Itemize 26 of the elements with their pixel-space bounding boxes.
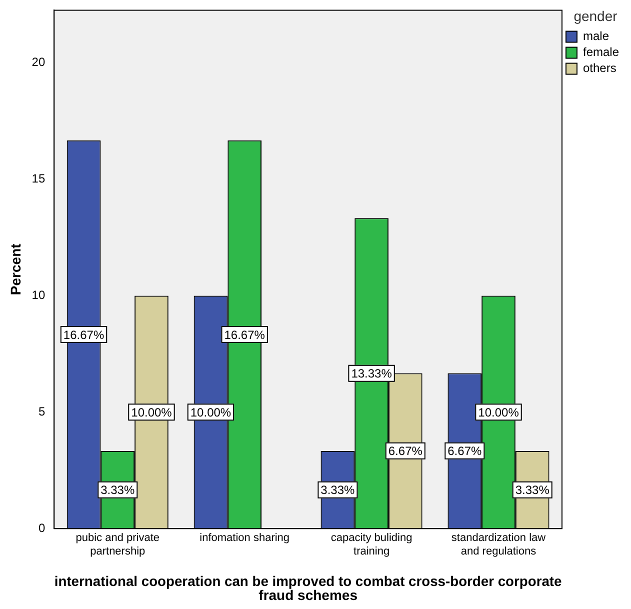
x-axis-title: international cooperation can be improved to combat cross-border corporate fraud schemes (54, 572, 562, 603)
data-label: 6.67% (388, 444, 423, 458)
data-label: 13.33% (351, 366, 392, 381)
x-tick-label: infomation sharing (200, 532, 290, 544)
x-tick-label: capacity buliding training (330, 532, 412, 558)
y-tick-label: 10 (32, 288, 46, 302)
y-tick-label: 5 (38, 404, 46, 418)
legend-title: gender (574, 8, 618, 24)
legend-label: female (582, 45, 620, 60)
data-label: 10.00% (131, 405, 172, 420)
legend-label: male (582, 29, 610, 44)
data-label: 3.33% (515, 483, 550, 498)
x-tick-label: standardization law and regulations (451, 532, 546, 558)
data-label: 16.67% (63, 328, 104, 342)
y-tick-label: 0 (38, 520, 46, 535)
y-tick-label: 20 (32, 55, 46, 70)
data-label: 3.33% (320, 483, 356, 498)
data-label: 10.00% (190, 405, 232, 420)
data-label: 16.67% (224, 328, 266, 342)
data-label: 3.33% (100, 483, 135, 498)
legend-label: others (582, 61, 616, 76)
y-tick-label: 15 (32, 172, 46, 186)
x-tick-label: pubic and private partnership (76, 532, 160, 558)
data-label: 6.67% (448, 444, 482, 458)
data-label: 10.00% (478, 405, 520, 420)
y-axis-title: Percent (7, 243, 24, 296)
